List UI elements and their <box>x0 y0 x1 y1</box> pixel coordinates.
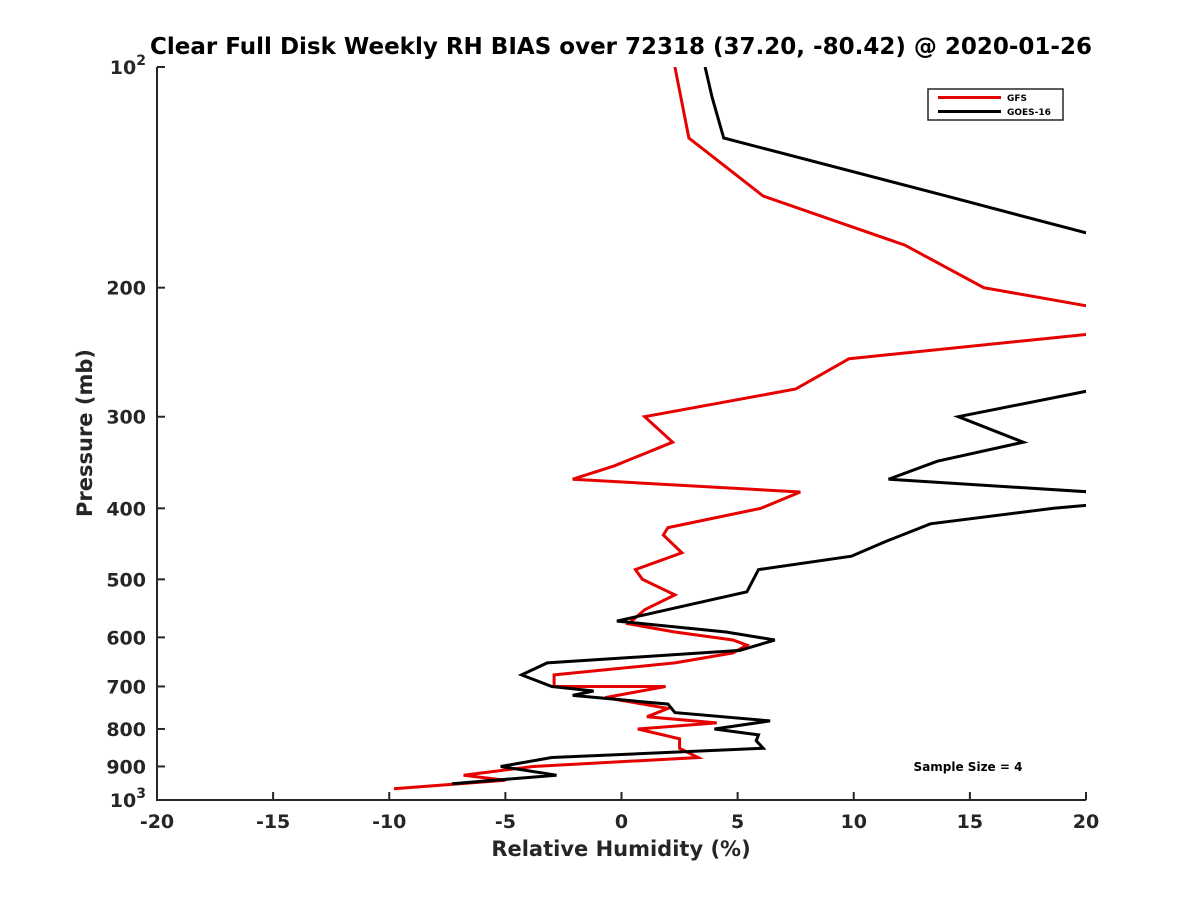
series-line-goes-16 <box>451 67 1086 786</box>
y-axis-label: Pressure (mb) <box>73 349 97 517</box>
x-axis-label: Relative Humidity (%) <box>491 837 750 861</box>
y-tick-label: 900 <box>106 756 146 778</box>
axes <box>156 66 1087 801</box>
legend: GFS GOES-16 <box>927 88 1064 121</box>
y-tick-label: 500 <box>106 569 146 591</box>
y-tick-label: 102 <box>110 53 146 79</box>
y-tick-label: 600 <box>106 627 146 649</box>
y-tick-label: 103 <box>110 786 146 812</box>
series-layer <box>393 67 1086 791</box>
y-tick-label: 700 <box>106 676 146 698</box>
chart-title: Clear Full Disk Weekly RH BIAS over 7231… <box>150 34 1092 60</box>
tick-labels: -20 -15 -10 -5 0 5 10 15 20 102 200 300 400 500 600 700… <box>106 53 1099 833</box>
sample-size-annotation: Sample Size = 4 <box>914 760 1023 774</box>
y-tick-label: 800 <box>106 719 146 741</box>
x-tick-label: -15 <box>256 811 290 833</box>
x-tick-label: 20 <box>1073 811 1099 833</box>
x-tick-label: 10 <box>841 811 867 833</box>
x-tick-label: -5 <box>495 811 516 833</box>
y-tick-label: 300 <box>106 407 146 429</box>
legend-label-gfs: GFS <box>1007 94 1027 104</box>
x-tick-label: 0 <box>615 811 628 833</box>
y-tick-label: 400 <box>106 498 146 520</box>
x-tick-label: 5 <box>731 811 744 833</box>
series-line-gfs <box>393 67 1086 791</box>
x-tick-label: 15 <box>957 811 983 833</box>
y-tick-label: 200 <box>106 278 146 300</box>
legend-label-goes-16: GOES-16 <box>1007 108 1051 118</box>
legend-box <box>927 88 1064 121</box>
x-tick-label: -10 <box>372 811 406 833</box>
x-tick-label: -20 <box>140 811 174 833</box>
